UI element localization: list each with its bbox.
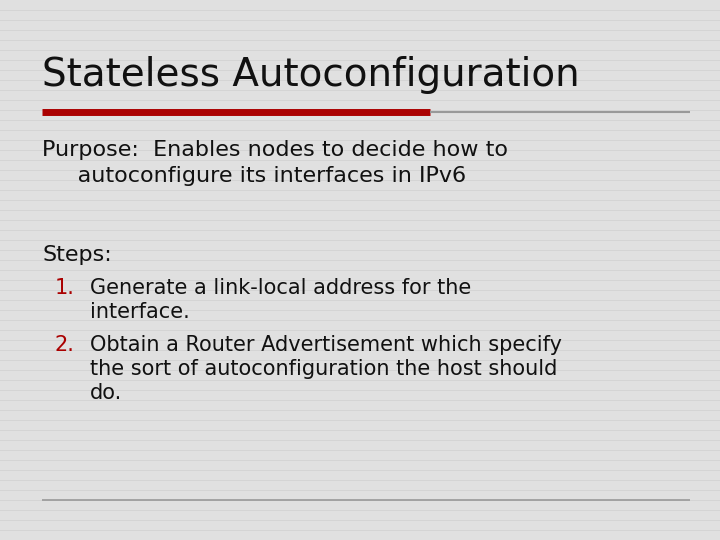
- Text: do.: do.: [90, 383, 122, 403]
- Text: Steps:: Steps:: [42, 245, 112, 265]
- Text: 2.: 2.: [55, 335, 75, 355]
- Text: Generate a link-local address for the: Generate a link-local address for the: [90, 278, 472, 298]
- Text: interface.: interface.: [90, 302, 190, 322]
- Text: 1.: 1.: [55, 278, 75, 298]
- Text: Purpose:  Enables nodes to decide how to: Purpose: Enables nodes to decide how to: [42, 140, 508, 160]
- Text: autoconfigure its interfaces in IPv6: autoconfigure its interfaces in IPv6: [42, 166, 466, 186]
- Text: Stateless Autoconfiguration: Stateless Autoconfiguration: [42, 56, 580, 94]
- Text: Obtain a Router Advertisement which specify: Obtain a Router Advertisement which spec…: [90, 335, 562, 355]
- Text: the sort of autoconfiguration the host should: the sort of autoconfiguration the host s…: [90, 359, 557, 379]
